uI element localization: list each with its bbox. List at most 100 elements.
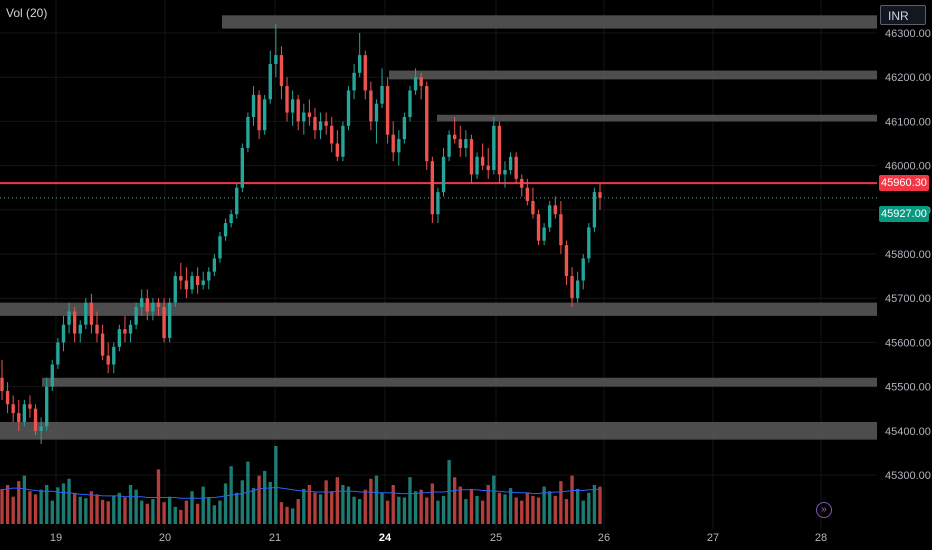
candle-body [503, 170, 507, 175]
candle-body [453, 134, 457, 140]
candle-body [22, 404, 27, 422]
support-resistance-zone [42, 377, 877, 387]
volume-bar [279, 502, 284, 524]
volume-bar [95, 494, 99, 524]
volume-bar [497, 492, 502, 524]
candle-body [112, 346, 116, 365]
arrow-right-circle-icon[interactable]: » [816, 502, 832, 518]
candle-body [56, 342, 60, 365]
candle-body [486, 165, 490, 171]
volume-bar [167, 496, 172, 524]
candle-body [162, 307, 166, 338]
candle-body [201, 280, 205, 285]
candle-body [134, 307, 138, 325]
level-price-tag: 45960.30 [879, 175, 929, 192]
candle-body [587, 227, 591, 259]
volume-bar [341, 485, 345, 524]
candle-body [274, 55, 278, 64]
y-tick-label: 45500.00 [885, 382, 931, 394]
volume-bar [212, 505, 217, 524]
candle-body [257, 94, 261, 131]
candle-body [380, 86, 384, 104]
candle-body [385, 86, 390, 135]
candle-body [548, 205, 552, 228]
candle-body [17, 413, 21, 422]
volume-bar [425, 497, 429, 524]
candle-body [441, 156, 446, 193]
volume-bar [598, 486, 602, 524]
candle-body [262, 99, 267, 131]
candle-body [67, 311, 71, 325]
x-tick-label: 24 [379, 532, 392, 544]
volume-bar [100, 499, 105, 524]
candle-body [251, 94, 256, 117]
volume-bar [117, 492, 122, 524]
candle-body [279, 55, 284, 87]
candle-body [117, 329, 122, 347]
candle-body [497, 125, 502, 175]
volume-bar [0, 488, 4, 524]
candle-body [581, 258, 585, 281]
candle-body [72, 311, 77, 334]
candle-body [313, 116, 317, 131]
candle-body [341, 125, 345, 157]
candle-body [408, 90, 412, 117]
volume-bar [207, 497, 211, 524]
volume-bar [33, 494, 38, 524]
candle-body [229, 214, 233, 224]
candle-body [179, 276, 183, 281]
candle-body [525, 187, 530, 201]
candle-body [128, 324, 133, 334]
x-tick-label: 28 [815, 532, 827, 544]
candle-body [520, 178, 524, 188]
volume-bar [492, 475, 496, 524]
volume-indicator-label[interactable]: Vol (20) [6, 6, 48, 20]
volume-bar [374, 475, 379, 524]
x-tick-label: 21 [269, 532, 281, 544]
volume-bar [469, 488, 474, 524]
volume-bar [536, 497, 541, 524]
currency-selector[interactable]: INR [880, 5, 926, 25]
candle-body [330, 125, 334, 144]
volume-ma-line [1, 486, 601, 499]
candle-body [145, 298, 149, 312]
volume-bar [240, 480, 244, 524]
candle-body [514, 156, 518, 179]
candle-body [39, 426, 43, 431]
x-tick-label: 27 [707, 532, 719, 544]
volume-bar [436, 500, 440, 524]
support-resistance-zone [222, 15, 877, 29]
candle-body [391, 134, 395, 153]
candle-body [324, 121, 328, 126]
volume-bar [89, 491, 94, 524]
candle-body [207, 271, 211, 281]
volume-bar [330, 491, 334, 524]
candle-body [570, 276, 574, 299]
volume-bar [201, 486, 205, 524]
volume-bar [45, 485, 49, 524]
volume-bar [218, 500, 222, 524]
volume-bar [441, 495, 446, 524]
candle-body [553, 205, 557, 215]
volume-bar [564, 499, 569, 524]
candle-body [140, 298, 144, 308]
volume-bar [262, 470, 267, 524]
volume-bar [112, 495, 116, 524]
y-tick-label: 45800.00 [885, 249, 931, 261]
candle-body [598, 192, 602, 198]
volume-bar [391, 485, 395, 524]
volume-bar [531, 495, 535, 524]
candle-body [106, 355, 110, 365]
volume-bar [458, 486, 462, 524]
volume-bar [190, 491, 194, 524]
candle-body [268, 63, 272, 100]
candle-body [212, 258, 217, 272]
volume-bar [475, 495, 479, 524]
volume-bar [559, 481, 563, 524]
candle-body [296, 99, 300, 122]
volume-bar [268, 481, 272, 524]
volume-bar [246, 461, 250, 524]
candle-body [45, 386, 49, 427]
